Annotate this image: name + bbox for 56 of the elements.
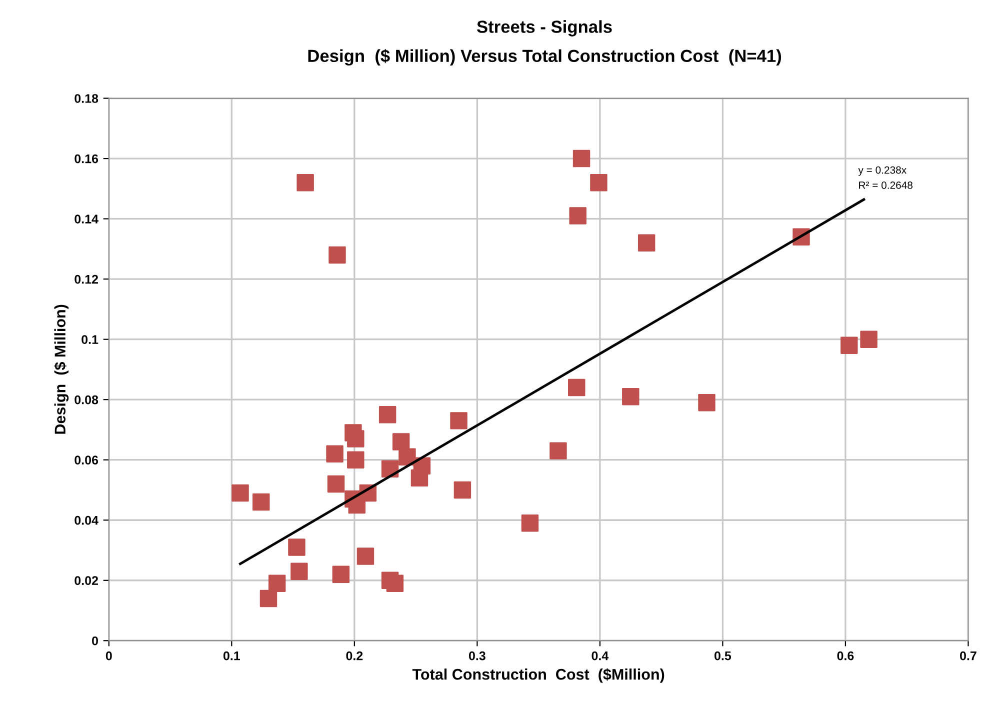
y-tick-label: 0.16 <box>74 154 98 164</box>
y-tick-label: 0.14 <box>74 214 98 224</box>
y-tick-label: 0.08 <box>74 395 98 404</box>
y-tick-label: 0.02 <box>74 576 98 586</box>
y-tick-label: 0.06 <box>74 456 98 465</box>
point <box>410 469 428 487</box>
point <box>332 566 350 583</box>
point <box>327 475 345 493</box>
chart-subtitle: Design ($ Million) Versus Total Construction Cost (N=41) <box>308 48 782 66</box>
chart-title: Streets - Signals <box>476 20 612 36</box>
x-tick-label: 0.1 <box>223 651 240 660</box>
y-tick-label: 0.04 <box>74 516 98 525</box>
point <box>296 174 314 192</box>
y-tick-label: 0.12 <box>74 274 98 284</box>
point <box>347 430 364 448</box>
point <box>392 433 410 450</box>
point <box>288 538 306 556</box>
point <box>398 448 416 466</box>
point <box>326 445 344 462</box>
point <box>450 412 468 430</box>
x-tick-label: 0.7 <box>960 651 976 660</box>
y-tick-label: 0.1 <box>82 335 98 344</box>
point <box>568 378 586 396</box>
point <box>268 574 286 592</box>
annotation: y = 0.238x <box>858 166 906 176</box>
x-tick-label: 0.2 <box>346 651 363 660</box>
x-axis-title: Total Construction Cost ($Million) <box>412 668 664 683</box>
point <box>840 336 858 354</box>
point <box>550 442 567 460</box>
point <box>328 246 346 264</box>
x-tick-label: 0 <box>106 651 112 660</box>
point <box>590 174 608 192</box>
y-axis-title: Design ($ Million) <box>54 304 69 434</box>
point <box>232 484 249 502</box>
point <box>290 562 308 580</box>
point <box>378 406 396 424</box>
point <box>521 514 539 532</box>
x-tick-label: 0.5 <box>714 651 732 660</box>
y-tick-label: 0 <box>92 636 98 646</box>
point <box>698 394 716 412</box>
point <box>860 330 878 348</box>
point <box>386 574 404 592</box>
point <box>252 493 270 511</box>
annotation: R² = 0.2648 <box>859 182 912 189</box>
y-tick-label: 0.18 <box>74 94 98 103</box>
point <box>638 234 656 252</box>
x-tick-label: 0.4 <box>592 651 609 660</box>
point <box>572 150 590 168</box>
point <box>356 548 374 565</box>
x-tick-label: 0.3 <box>468 651 486 660</box>
point <box>347 451 364 468</box>
point <box>454 481 472 499</box>
point <box>260 590 278 608</box>
point <box>569 207 586 224</box>
point <box>622 388 640 406</box>
x-tick-label: 0.6 <box>837 651 854 660</box>
